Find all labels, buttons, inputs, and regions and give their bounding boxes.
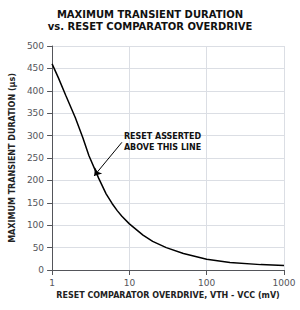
svg-text:1: 1 bbox=[49, 278, 55, 288]
svg-text:1000: 1000 bbox=[273, 278, 296, 288]
svg-text:10: 10 bbox=[124, 278, 136, 288]
svg-text:350: 350 bbox=[27, 108, 44, 118]
svg-text:100: 100 bbox=[27, 220, 44, 230]
svg-text:50: 50 bbox=[33, 243, 45, 253]
svg-text:500: 500 bbox=[27, 41, 44, 51]
svg-text:0: 0 bbox=[38, 265, 44, 275]
svg-text:150: 150 bbox=[27, 198, 44, 208]
svg-text:vs. RESET COMPARATOR OVERDRIVE: vs. RESET COMPARATOR OVERDRIVE bbox=[48, 21, 253, 32]
svg-text:100: 100 bbox=[198, 278, 215, 288]
svg-text:RESET ASSERTED: RESET ASSERTED bbox=[124, 132, 202, 141]
svg-text:300: 300 bbox=[27, 131, 44, 141]
svg-text:250: 250 bbox=[27, 153, 44, 163]
svg-text:450: 450 bbox=[27, 63, 44, 73]
svg-text:ABOVE THIS LINE: ABOVE THIS LINE bbox=[124, 143, 201, 152]
svg-text:RESET COMPARATOR OVERDRIVE, VT: RESET COMPARATOR OVERDRIVE, VTH - VCC (m… bbox=[56, 291, 279, 300]
svg-text:MAXIMUM TRANSIENT DURATION (μs: MAXIMUM TRANSIENT DURATION (μs) bbox=[8, 73, 17, 243]
svg-text:200: 200 bbox=[27, 175, 44, 185]
svg-text:MAXIMUM TRANSIENT DURATION: MAXIMUM TRANSIENT DURATION bbox=[57, 9, 243, 20]
svg-text:400: 400 bbox=[27, 86, 44, 96]
